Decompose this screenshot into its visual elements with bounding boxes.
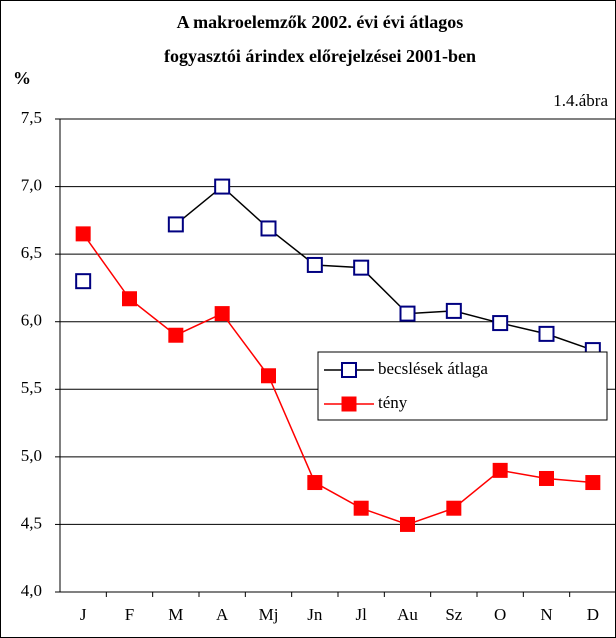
- x-tick-label: Jn: [307, 605, 323, 624]
- point: [306, 256, 323, 273]
- legend-label: becslések átlaga: [378, 359, 488, 378]
- y-tick-label: 5,5: [21, 378, 42, 397]
- point: [400, 516, 415, 532]
- point: [538, 325, 555, 342]
- point: [353, 259, 370, 276]
- x-tick-label: Jl: [355, 605, 367, 624]
- point: [167, 216, 184, 233]
- point: [75, 226, 91, 242]
- legend-marker: [341, 362, 357, 378]
- point: [214, 178, 231, 195]
- y-tick-label: 4,0: [21, 581, 42, 600]
- x-tick-label: F: [125, 605, 134, 624]
- x-tick-label: A: [216, 605, 229, 624]
- point: [492, 315, 509, 332]
- chart-title-line: A makroelemzők 2002. évi évi átlagos: [177, 12, 464, 32]
- x-tick-label: Mj: [259, 605, 279, 624]
- x-tick-label: N: [540, 605, 552, 624]
- point: [399, 305, 416, 322]
- point: [539, 470, 554, 486]
- x-tick-label: Au: [397, 605, 418, 624]
- point: [168, 327, 184, 343]
- point: [492, 462, 508, 478]
- series-line: [175, 185, 594, 351]
- x-tick-label: D: [587, 605, 599, 624]
- point: [445, 302, 462, 319]
- point: [75, 273, 92, 290]
- legend-label: tény: [378, 393, 408, 412]
- annotation: 1.4.ábra: [553, 91, 608, 110]
- series-line: [82, 233, 593, 526]
- legend-box: [317, 351, 608, 421]
- y-tick-label: 7,5: [21, 108, 42, 127]
- point: [214, 306, 230, 322]
- point: [307, 475, 323, 491]
- x-tick-label: O: [494, 605, 506, 624]
- y-tick-label: 4,5: [21, 513, 42, 532]
- y-tick-label: 6,0: [21, 311, 42, 330]
- x-tick-label: J: [80, 605, 87, 624]
- x-tick-label: Sz: [445, 605, 462, 624]
- y-tick-label: 6,5: [21, 243, 42, 262]
- point: [261, 368, 276, 384]
- y-tick-label: 7,0: [21, 175, 42, 194]
- point: [446, 500, 462, 516]
- point: [122, 291, 137, 307]
- point: [260, 220, 277, 237]
- x-tick-label: M: [168, 605, 183, 624]
- y-tick-label: 5,0: [21, 446, 42, 465]
- chart-title-line: fogyasztói árindex előrejelzései 2001-be…: [164, 46, 476, 66]
- legend-marker: [341, 396, 357, 412]
- y-axis-label: %: [13, 68, 31, 88]
- point: [585, 475, 601, 491]
- point: [353, 500, 369, 516]
